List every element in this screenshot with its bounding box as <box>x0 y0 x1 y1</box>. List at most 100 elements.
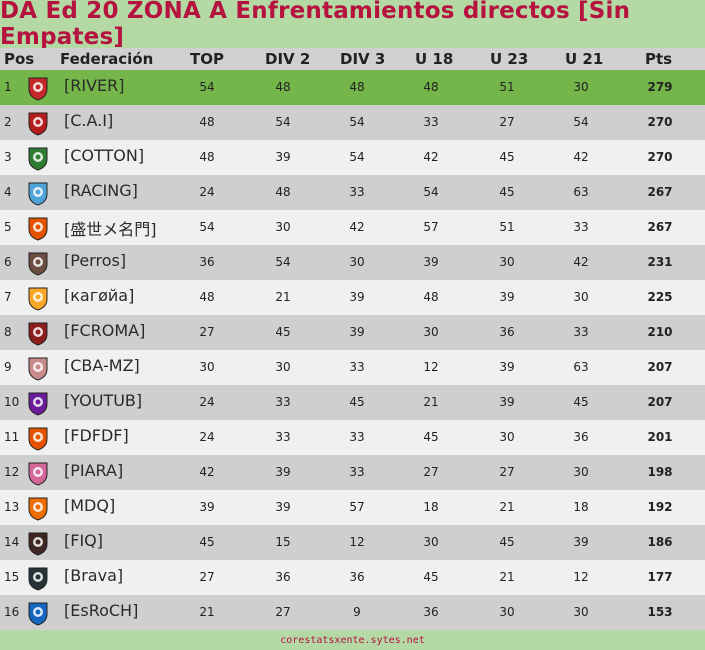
cell-u23: 39 <box>499 290 515 304</box>
cell-div3: 12 <box>349 535 365 549</box>
cell-u21: 63 <box>573 185 589 199</box>
cell-div3: 39 <box>349 325 365 339</box>
row-position: 8 <box>4 325 12 339</box>
cell-top: 24 <box>199 430 215 444</box>
cell-div2: 27 <box>275 605 291 619</box>
cell-div3: 33 <box>349 360 365 374</box>
table-row: 7 [кагøйа] 48 21 39 48 39 30 225 <box>0 280 705 315</box>
cell-u23: 36 <box>499 325 515 339</box>
cell-points: 153 <box>647 605 673 619</box>
cell-u23: 51 <box>499 220 515 234</box>
row-position: 13 <box>4 500 20 514</box>
cell-u23: 45 <box>499 535 515 549</box>
header-div3: DIV 3 <box>340 50 386 68</box>
footer-url: corestatsxente.sytes.net <box>0 630 705 650</box>
table-row: 2 [C.A.I] 48 54 54 33 27 54 270 <box>0 105 705 140</box>
cell-div3: 48 <box>349 80 365 94</box>
row-position: 4 <box>4 185 12 199</box>
cell-u21: 12 <box>573 570 589 584</box>
cell-points: 270 <box>647 150 673 164</box>
federation-name: [CBA-MZ] <box>64 356 140 375</box>
cell-points: 198 <box>647 465 673 479</box>
cell-top: 27 <box>199 570 215 584</box>
header-pos: Pos <box>4 50 35 68</box>
row-position: 3 <box>4 150 12 164</box>
roma-crest-icon <box>28 322 48 346</box>
row-position: 10 <box>4 395 20 409</box>
federation-name: [RACING] <box>64 181 138 200</box>
row-position: 5 <box>4 220 12 234</box>
table-row: 10 [YOUTUB] 24 33 45 21 39 45 207 <box>0 385 705 420</box>
table-row: 1 [RIVER] 54 48 48 48 51 30 279 <box>0 70 705 105</box>
cell-u21: 18 <box>573 500 589 514</box>
cell-div3: 30 <box>349 255 365 269</box>
cell-u18: 39 <box>423 255 439 269</box>
cell-top: 21 <box>199 605 215 619</box>
cell-u18: 42 <box>423 150 439 164</box>
cell-u21: 30 <box>573 290 589 304</box>
cell-points: 225 <box>647 290 673 304</box>
flame-shield-icon <box>28 427 48 451</box>
cell-u21: 45 <box>573 395 589 409</box>
cell-top: 36 <box>199 255 215 269</box>
independiente-crest-icon <box>28 112 48 136</box>
row-position: 12 <box>4 465 20 479</box>
row-position: 7 <box>4 290 12 304</box>
table-row: 11 [FDFDF] 24 33 33 45 30 36 201 <box>0 420 705 455</box>
header-federacion: Federación <box>60 50 154 68</box>
cell-points: 186 <box>647 535 673 549</box>
row-position: 2 <box>4 115 12 129</box>
table-row: 8 [FCROMA] 27 45 39 30 36 33 210 <box>0 315 705 350</box>
cell-top: 54 <box>199 220 215 234</box>
cell-u21: 54 <box>573 115 589 129</box>
federation-name: [盛世メ名門] <box>64 220 157 239</box>
cell-u23: 30 <box>499 605 515 619</box>
header-pts: Pts <box>645 50 673 68</box>
cell-u23: 21 <box>499 570 515 584</box>
cell-div2: 39 <box>275 465 291 479</box>
cell-top: 54 <box>199 80 215 94</box>
cell-u18: 48 <box>423 290 439 304</box>
header-div2: DIV 2 <box>265 50 311 68</box>
cell-points: 177 <box>647 570 673 584</box>
racing-crest-icon <box>28 182 48 206</box>
cell-div2: 30 <box>275 360 291 374</box>
cell-u18: 36 <box>423 605 439 619</box>
cell-div3: 54 <box>349 150 365 164</box>
table-row: 6 [Perros] 36 54 30 39 30 42 231 <box>0 245 705 280</box>
purple-ball-icon <box>28 392 48 416</box>
cell-top: 48 <box>199 150 215 164</box>
cell-div2: 54 <box>275 115 291 129</box>
cartoon-character-icon <box>28 287 48 311</box>
cell-u21: 33 <box>573 325 589 339</box>
cell-u21: 33 <box>573 220 589 234</box>
cell-u23: 21 <box>499 500 515 514</box>
standings-table: 1 [RIVER] 54 48 48 48 51 30 279 2 [C.A.I] 48 54 54 33 2… <box>0 70 705 630</box>
cell-top: 39 <box>199 500 215 514</box>
cotton-crest-icon <box>28 147 48 171</box>
header-top: TOP <box>190 50 224 68</box>
cell-u18: 12 <box>423 360 439 374</box>
cell-u18: 27 <box>423 465 439 479</box>
brava-crest-icon <box>28 567 48 591</box>
table-row: 5 [盛世メ名門] 54 30 42 57 51 33 267 <box>0 210 705 245</box>
table-row: 13 [MDQ] 39 39 57 18 21 18 192 <box>0 490 705 525</box>
cell-u18: 21 <box>423 395 439 409</box>
federation-name: [EsRoCH] <box>64 601 139 620</box>
table-row: 3 [COTTON] 48 39 54 42 45 42 270 <box>0 140 705 175</box>
row-position: 11 <box>4 430 20 444</box>
cell-div3: 9 <box>353 605 361 619</box>
row-position: 9 <box>4 360 12 374</box>
cell-points: 207 <box>647 360 673 374</box>
page-title: DA Ed 20 ZONA A Enfrentamientos directos… <box>0 0 705 50</box>
cell-points: 207 <box>647 395 673 409</box>
federation-name: [FDFDF] <box>64 426 129 445</box>
cell-u18: 57 <box>423 220 439 234</box>
cell-points: 201 <box>647 430 673 444</box>
cell-u23: 27 <box>499 465 515 479</box>
table-row: 15 [Brava] 27 36 36 45 21 12 177 <box>0 560 705 595</box>
row-position: 6 <box>4 255 12 269</box>
federation-name: [C.A.I] <box>64 111 114 130</box>
federation-name: [PIARA] <box>64 461 124 480</box>
cell-points: 279 <box>647 80 673 94</box>
